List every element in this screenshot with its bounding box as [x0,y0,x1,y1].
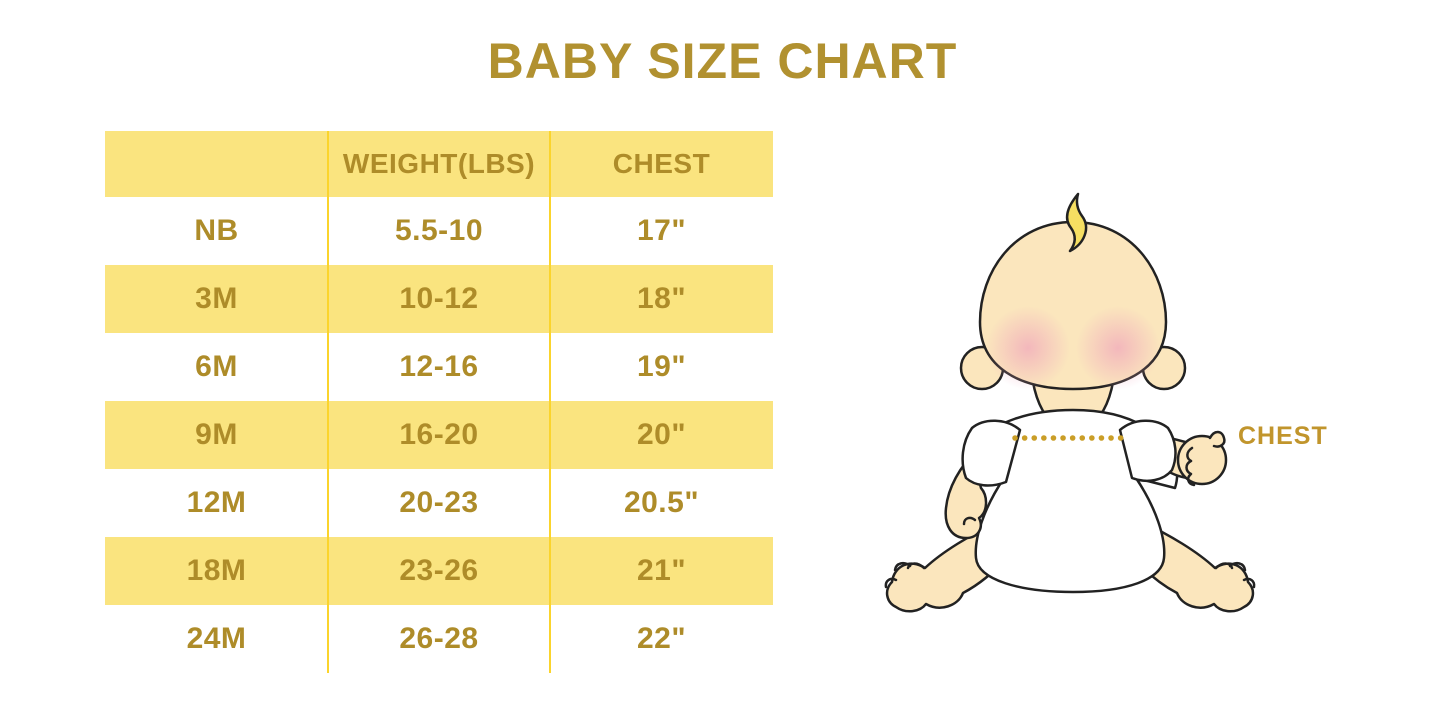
table-header-row: WEIGHT(LBS) CHEST [105,131,773,197]
header-cell-chest: CHEST [612,148,711,179]
cell-chest: 19" [636,350,687,383]
cell-size: 24M [186,622,247,655]
cell-weight: 5.5-10 [394,214,484,247]
page-title: BABY SIZE CHART [487,33,958,89]
baby-blush-right [1076,306,1160,390]
baby-fist-knuckles [1185,446,1196,487]
cell-chest: 17" [636,214,687,247]
cell-size: NB [194,214,239,247]
cell-size: 12M [186,486,247,519]
table-row: 3M 10-12 18" [105,265,773,333]
baby-toes-left [884,561,926,589]
column-divider-line [549,131,551,673]
cell-weight: 20-23 [399,486,479,519]
cell-size: 9M [195,418,238,451]
baby-blush-left [986,306,1070,390]
column-divider-line [327,131,329,673]
cell-weight: 10-12 [399,282,479,315]
table-row: 12M 20-23 20.5" [105,469,773,537]
cell-chest: 22" [636,622,687,655]
cell-chest: 20" [636,418,687,451]
header-cell-size [105,131,328,197]
cell-weight: 23-26 [399,554,479,587]
cell-weight: 26-28 [399,622,479,655]
cell-weight: 12-16 [399,350,479,383]
table-row: 6M 12-16 19" [105,333,773,401]
baby-toes-right [1214,561,1256,589]
cell-weight: 16-20 [399,418,479,451]
cell-size: 18M [186,554,247,587]
baby-hair-curl [1065,192,1088,253]
cell-chest: 21" [636,554,687,587]
baby-size-table: WEIGHT(LBS) CHEST NB 5.5-10 17" 3M 10-12… [105,131,773,673]
sitting-baby-icon [884,192,1256,613]
chest-label: CHEST [1238,422,1328,450]
cell-size: 3M [195,282,238,315]
baby-hand-left-fingers [962,516,977,526]
table-row: NB 5.5-10 17" [105,197,773,265]
header-cell-weight: WEIGHT(LBS) [342,148,536,179]
baby-sleeve-left [961,419,1022,487]
baby-sleeve-right [1118,419,1177,482]
baby-thumb-right [1208,430,1226,448]
table-row: 24M 26-28 22" [105,605,773,673]
cell-size: 6M [195,350,238,383]
table-row: 9M 16-20 20" [105,401,773,469]
table-row: 18M 23-26 21" [105,537,773,605]
cell-chest: 18" [636,282,687,315]
baby-illustration [880,190,1260,620]
cell-chest: 20.5" [623,486,700,519]
